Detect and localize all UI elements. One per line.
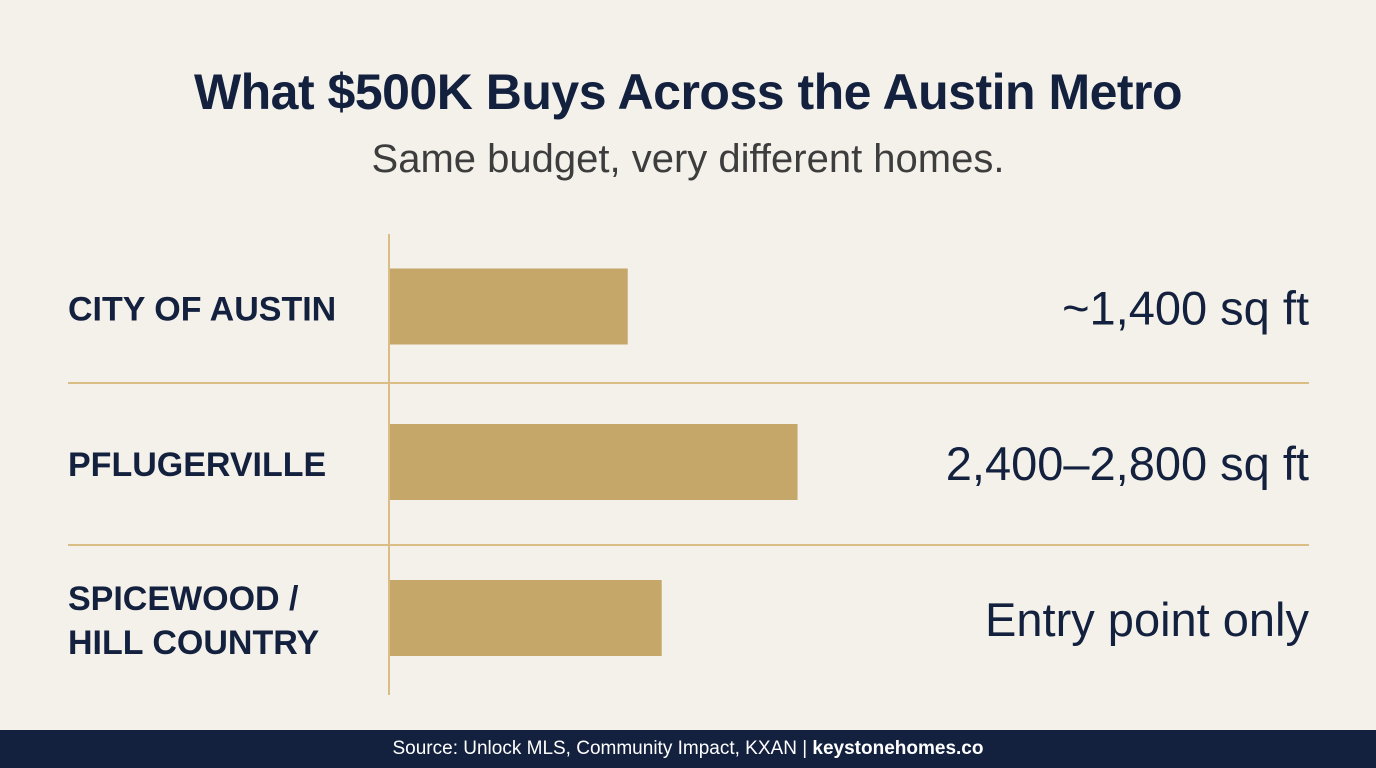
category-label-line: HILL COUNTRY (68, 624, 320, 662)
value-label-1: 2,400–2,800 sq ft (946, 437, 1309, 490)
category-label-0: CITY OF AUSTIN (68, 291, 336, 329)
source-text: Source: Unlock MLS, Community Impact, KX… (392, 738, 813, 759)
category-label-line: CITY OF AUSTIN (68, 291, 336, 329)
bar-2 (390, 580, 662, 656)
value-label-0: ~1,400 sq ft (1062, 282, 1309, 335)
chart-subtitle: Same budget, very different homes. (371, 137, 1005, 181)
chart-title: What $500K Buys Across the Austin Metro (193, 64, 1183, 120)
category-label-1: PFLUGERVILLE (68, 446, 326, 484)
bar-1 (390, 424, 798, 500)
bar-chart: CITY OF AUSTIN ~1,400 sq ft PFLUGERVILLE 2,… (68, 234, 1309, 695)
category-label-line: PFLUGERVILLE (68, 446, 326, 484)
source-footer: Source: Unlock MLS, Community Impact, KX… (0, 730, 1376, 768)
value-label-2: Entry point only (985, 593, 1309, 646)
category-label-line: SPICEWOOD / (68, 580, 299, 618)
brand-link[interactable]: keystonehomes.co (812, 738, 984, 759)
category-label-2: SPICEWOOD / HILL COUNTRY (68, 580, 320, 662)
bar-0 (390, 268, 628, 345)
